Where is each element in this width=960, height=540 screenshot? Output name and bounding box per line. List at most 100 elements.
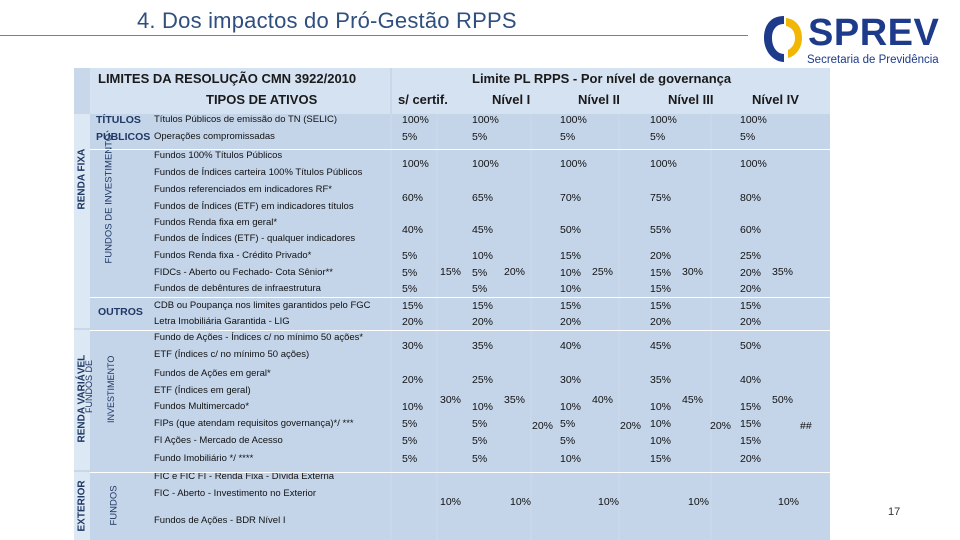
value-cell: 15% xyxy=(472,300,494,312)
limits-table: LIMITES DA RESOLUÇÃO CMN 3922/2010 TIPOS… xyxy=(74,68,830,540)
slide-number: 17 xyxy=(888,506,901,518)
row-divider xyxy=(90,297,830,298)
extra-mark: ## xyxy=(800,420,812,432)
asset-row: Fundos Renda fixa - Crédito Privado* xyxy=(154,250,312,261)
value-cell: 35% xyxy=(472,340,494,352)
value-cell: 100% xyxy=(650,158,677,170)
segment-renda-fixa: RENDA FIXA xyxy=(76,148,88,210)
value-cell: 15% xyxy=(740,418,762,430)
group-titulos-1: TÍTULOS xyxy=(96,114,141,126)
value-cell: 70% xyxy=(560,192,582,204)
asset-row: Fundos de Ações - BDR Nível I xyxy=(154,515,286,526)
value-cell: 45% xyxy=(472,224,494,236)
value-cell: 15% xyxy=(650,453,672,465)
value-cell: 20% xyxy=(740,267,762,279)
value-cell: 10% xyxy=(688,496,710,508)
combined-credit-s-certif: 15% xyxy=(440,266,462,278)
subsegment-fi-rf: FUNDOS DE INVESTIMENTO xyxy=(103,133,115,264)
value-cell: 10% xyxy=(778,496,800,508)
value-cell: 100% xyxy=(740,158,767,170)
value-cell: 15% xyxy=(560,300,582,312)
value-cell: 20% xyxy=(740,283,762,295)
value-cell: 30% xyxy=(402,340,424,352)
asset-row: Fundo Imobiliário */ **** xyxy=(154,453,254,464)
value-cell: 5% xyxy=(402,267,418,279)
title-underline xyxy=(0,35,748,36)
segment-bar-ext xyxy=(74,472,90,540)
row-divider xyxy=(90,149,830,150)
value-cell: 5% xyxy=(472,131,488,143)
asset-row: FIDCs - Aberto ou Fechado- Cota Sênior** xyxy=(154,267,334,278)
asset-row: ETF (Índices em geral) xyxy=(154,385,251,396)
value-cell: 40% xyxy=(560,340,582,352)
combined-rv-nivel-iv: 50% xyxy=(772,394,794,406)
value-cell: 10% xyxy=(472,250,494,262)
asset-row: Fundo de Ações - Índices c/ no mínimo 50… xyxy=(154,332,364,343)
value-cell: 10% xyxy=(650,401,672,413)
asset-row: Fundos 100% Títulos Públicos xyxy=(154,150,283,161)
level-nivel-iii: Nível III xyxy=(668,92,714,107)
value-cell: 5% xyxy=(402,453,418,465)
value-cell: 20% xyxy=(740,316,762,328)
value-cell: 10% xyxy=(472,401,494,413)
value-cell: 100% xyxy=(472,114,499,126)
group-titulos-2: PÚBLICOS xyxy=(96,131,151,143)
value-cell: 10% xyxy=(560,267,582,279)
value-cell: 100% xyxy=(650,114,677,126)
asset-row: FIC - Aberto - Investimento no Exterior xyxy=(154,488,317,499)
value-cell: 10% xyxy=(560,401,582,413)
value-cell: 100% xyxy=(402,158,429,170)
value-cell: 10% xyxy=(402,401,424,413)
value-cell: 45% xyxy=(650,340,672,352)
combined-credit-nivel-i: 20% xyxy=(504,266,526,278)
asset-row: Fundos de Índices (ETF) - qualquer indic… xyxy=(154,233,356,244)
value-cell: 10% xyxy=(650,435,672,447)
sprev-logo: SPREV Secretaria de Previdência xyxy=(760,10,950,70)
value-cell: 75% xyxy=(650,192,672,204)
logo-wordmark: SPREV xyxy=(808,12,940,54)
combined-credit-nivel-iv: 35% xyxy=(772,266,794,278)
value-cell: 5% xyxy=(472,418,488,430)
combined-credit-nivel-iii: 30% xyxy=(682,266,704,278)
value-cell: 5% xyxy=(402,283,418,295)
value-cell: 10% xyxy=(560,283,582,295)
asset-row: Fundos Renda fixa em geral* xyxy=(154,217,278,228)
col-s-certif xyxy=(392,114,436,540)
combined-rv-nivel-ii: 40% xyxy=(592,394,614,406)
value-cell: 5% xyxy=(472,453,488,465)
value-cell: 50% xyxy=(740,340,762,352)
segment-bar-rf xyxy=(74,114,90,328)
col-nivel-i xyxy=(438,114,530,540)
value-cell: 20% xyxy=(402,316,424,328)
segment-bar-rv xyxy=(74,330,90,470)
subsegment-fundos-ext: FUNDOS xyxy=(108,485,120,526)
value-cell: 5% xyxy=(560,435,576,447)
group-outros: OUTROS xyxy=(98,306,143,318)
row-divider xyxy=(90,330,830,331)
value-cell: 60% xyxy=(402,192,424,204)
segment-exterior: EXTERIOR xyxy=(76,480,88,532)
header-left-line2: TIPOS DE ATIVOS xyxy=(206,92,318,107)
value-cell: 20% xyxy=(650,316,672,328)
level-nivel-i: Nível I xyxy=(492,92,531,107)
header-right: Limite PL RPPS - Por nível de governança… xyxy=(392,68,830,114)
value-cell: 40% xyxy=(740,374,762,386)
value-cell: 80% xyxy=(740,192,762,204)
combined-credit-nivel-ii: 25% xyxy=(592,266,614,278)
col-nivel-iv xyxy=(712,114,830,540)
value-cell: 30% xyxy=(560,374,582,386)
value-cell: 100% xyxy=(560,158,587,170)
value-cell: 5% xyxy=(402,418,418,430)
value-cell: 10% xyxy=(598,496,620,508)
asset-row: Títulos Públicos de emissão do TN (SELIC… xyxy=(154,114,338,125)
asset-row: FIPs (que atendam requisitos governança)… xyxy=(154,418,354,429)
value-cell: 5% xyxy=(560,131,576,143)
value-cell: 25% xyxy=(472,374,494,386)
value-cell: 5% xyxy=(740,131,756,143)
asset-row: Fundos de Índices (ETF) em indicadores t… xyxy=(154,201,354,212)
asset-row: Fundos de Índices carteira 100% Títulos … xyxy=(154,167,363,178)
combined-rv-nivel-iii: 45% xyxy=(682,394,704,406)
value-cell: 20% xyxy=(740,453,762,465)
asset-row: Fundos referenciados em indicadores RF* xyxy=(154,184,332,195)
asset-row: FIC e FIC FI - Renda Fixa - Dívida Exter… xyxy=(154,471,335,482)
